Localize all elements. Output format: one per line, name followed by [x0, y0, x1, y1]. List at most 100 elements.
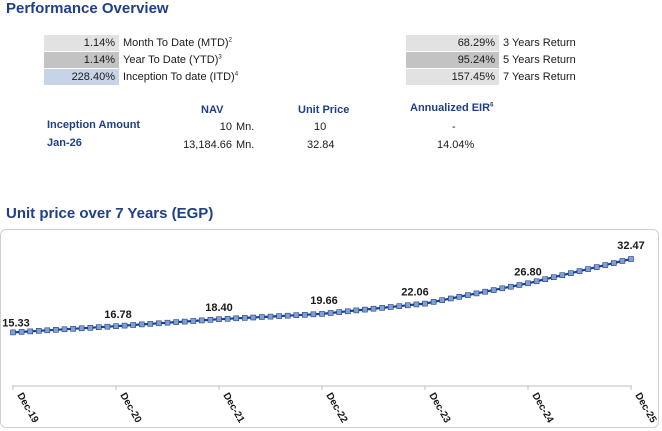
data-point	[430, 299, 437, 305]
data-point	[585, 266, 591, 272]
return-5y-row: 95.24% 5 Years Return	[406, 52, 576, 68]
eir-header-text: Annualized EIR	[410, 102, 491, 114]
data-point	[525, 280, 531, 287]
data-point	[113, 323, 119, 330]
data-point	[482, 288, 488, 295]
data-point	[173, 319, 179, 325]
itd-value: 228.40%	[44, 69, 119, 85]
data-point	[53, 326, 59, 333]
data-point	[181, 318, 188, 325]
data-point	[465, 292, 471, 298]
nav-header: NAV	[201, 104, 224, 116]
data-point	[130, 322, 136, 328]
data-point	[327, 310, 334, 316]
data-point	[190, 318, 197, 324]
return-7y-label: 7 Years Return	[503, 71, 576, 83]
jan26-unit-price: 32.84	[307, 139, 335, 151]
data-label: 18.40	[205, 302, 233, 314]
x-tick-label: Dec-20	[117, 391, 143, 425]
data-point	[96, 324, 102, 331]
data-point	[362, 306, 368, 313]
data-point	[104, 323, 111, 330]
data-point	[610, 260, 617, 266]
data-point	[70, 325, 76, 332]
jan26-eir: 14.04%	[437, 139, 475, 151]
data-label: 15.33	[2, 317, 30, 329]
inception-row-label: Inception Amount	[47, 119, 141, 131]
data-point	[507, 283, 514, 290]
chart-frame	[0, 229, 659, 428]
data-point	[336, 309, 343, 315]
mtd-footnote: 2	[228, 37, 232, 44]
data-point	[516, 282, 523, 288]
data-point	[379, 305, 385, 311]
data-point	[139, 321, 145, 328]
data-point	[310, 311, 317, 318]
inception-unit-price: 10	[314, 121, 327, 133]
data-point	[576, 268, 583, 274]
data-point	[78, 325, 85, 332]
unit-price-header: Unit Price	[298, 104, 350, 116]
data-point	[559, 272, 566, 279]
data-label: 26.80	[514, 266, 542, 278]
data-point	[18, 329, 25, 335]
x-tick-label: Dec-24	[529, 391, 555, 425]
data-label: 16.78	[104, 309, 132, 321]
data-point	[353, 307, 360, 314]
data-point	[250, 314, 257, 321]
page-title: Performance Overview	[6, 0, 169, 17]
data-point	[447, 295, 454, 302]
data-point	[387, 304, 394, 310]
data-label: 19.66	[310, 295, 338, 307]
data-point	[602, 262, 609, 268]
data-point	[259, 314, 265, 320]
data-point	[550, 274, 557, 281]
data-point	[490, 287, 497, 293]
x-tick-label: Dec-19	[14, 391, 40, 425]
data-point	[35, 327, 42, 334]
return-7y-value: 157.45%	[406, 69, 499, 85]
data-point	[396, 303, 403, 310]
itd-row: 228.40% Inception To date (ITD)4	[44, 69, 238, 85]
ytd-row: 1.14% Year To Date (YTD)3	[44, 52, 222, 68]
itd-label: Inception To date (ITD)4	[123, 71, 238, 83]
data-point	[199, 317, 205, 324]
ytd-footnote: 3	[218, 54, 222, 61]
data-label: 22.06	[401, 287, 429, 299]
return-3y-row: 68.29% 3 Years Return	[406, 35, 576, 51]
data-point	[628, 256, 634, 262]
data-point	[413, 301, 420, 308]
x-tick-label: Dec-21	[220, 391, 246, 425]
itd-label-text: Inception To date (ITD)	[123, 71, 235, 83]
data-point	[276, 313, 282, 319]
data-point	[533, 278, 540, 285]
return-3y-label: 3 Years Return	[503, 37, 576, 49]
jan26-nav-unit: Mn.	[236, 139, 255, 151]
data-point	[473, 290, 480, 297]
data-point	[147, 321, 154, 327]
return-3y-value: 68.29%	[406, 35, 499, 51]
mtd-row: 1.14% Month To Date (MTD)2	[44, 35, 232, 51]
data-point	[242, 315, 248, 321]
data-point	[27, 328, 34, 335]
data-point	[293, 312, 300, 319]
data-point	[61, 326, 68, 333]
jan26-row-label: Jan-26	[47, 137, 82, 149]
data-point	[404, 302, 411, 309]
data-label: 32.47	[617, 240, 645, 252]
data-point	[344, 308, 351, 315]
ytd-label: Year To Date (YTD)3	[123, 54, 222, 66]
x-tick-label: Dec-22	[323, 391, 349, 425]
inception-eir: -	[452, 121, 456, 133]
chart-title: Unit price over 7 Years (EGP)	[6, 205, 214, 222]
data-point	[156, 320, 162, 327]
data-point	[233, 315, 239, 322]
data-point	[593, 264, 600, 270]
mtd-value: 1.14%	[44, 35, 119, 51]
mtd-label: Month To Date (MTD)2	[123, 37, 232, 49]
data-point	[319, 311, 325, 317]
data-point	[216, 316, 222, 323]
inception-nav-unit: Mn.	[236, 121, 255, 133]
data-point	[267, 313, 274, 320]
